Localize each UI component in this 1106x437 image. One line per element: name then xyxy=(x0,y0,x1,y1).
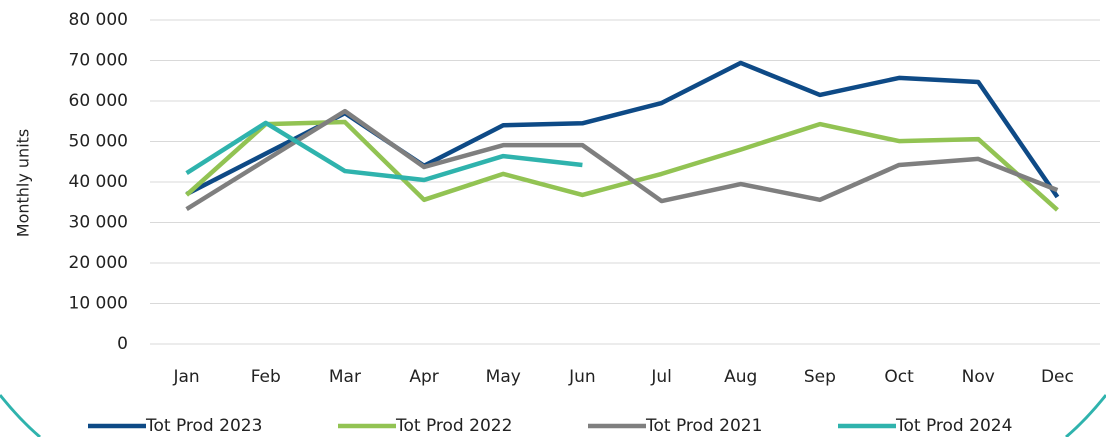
y-tick-label: 30 000 xyxy=(69,213,128,233)
y-tick-label: 0 xyxy=(117,334,128,354)
decor-curve xyxy=(1065,394,1106,437)
x-tick-label: Nov xyxy=(962,367,995,387)
x-tick-label: Aug xyxy=(724,367,757,387)
y-tick-label: 70 000 xyxy=(69,51,128,71)
x-tick-label: May xyxy=(486,367,521,387)
x-tick-label: Dec xyxy=(1041,367,1074,387)
y-tick-label: 10 000 xyxy=(69,294,128,314)
x-tick-label: Sep xyxy=(804,367,836,387)
legend-label: Tot Prod 2022 xyxy=(395,416,512,436)
y-axis-label: Monthly units xyxy=(14,129,33,237)
y-tick-label: 50 000 xyxy=(69,132,128,152)
y-tick-label: 20 000 xyxy=(69,253,128,273)
x-tick-label: Apr xyxy=(409,367,438,387)
y-tick-label: 40 000 xyxy=(69,172,128,192)
y-tick-label: 60 000 xyxy=(69,91,128,111)
series-line xyxy=(185,108,1059,212)
x-tick-label: Mar xyxy=(329,367,361,387)
x-tick-label: Jul xyxy=(650,367,672,387)
decor-curve xyxy=(0,394,41,437)
legend-label: Tot Prod 2024 xyxy=(895,416,1012,436)
x-tick-label: Jun xyxy=(568,367,596,387)
legend-label: Tot Prod 2023 xyxy=(145,416,262,436)
series-line xyxy=(185,120,583,183)
x-tick-label: Feb xyxy=(251,367,281,387)
y-tick-label: 80 000 xyxy=(69,10,128,30)
legend-label: Tot Prod 2021 xyxy=(645,416,762,436)
x-tick-label: Oct xyxy=(884,367,914,387)
x-tick-label: Jan xyxy=(172,367,199,387)
series-line xyxy=(185,119,1059,212)
